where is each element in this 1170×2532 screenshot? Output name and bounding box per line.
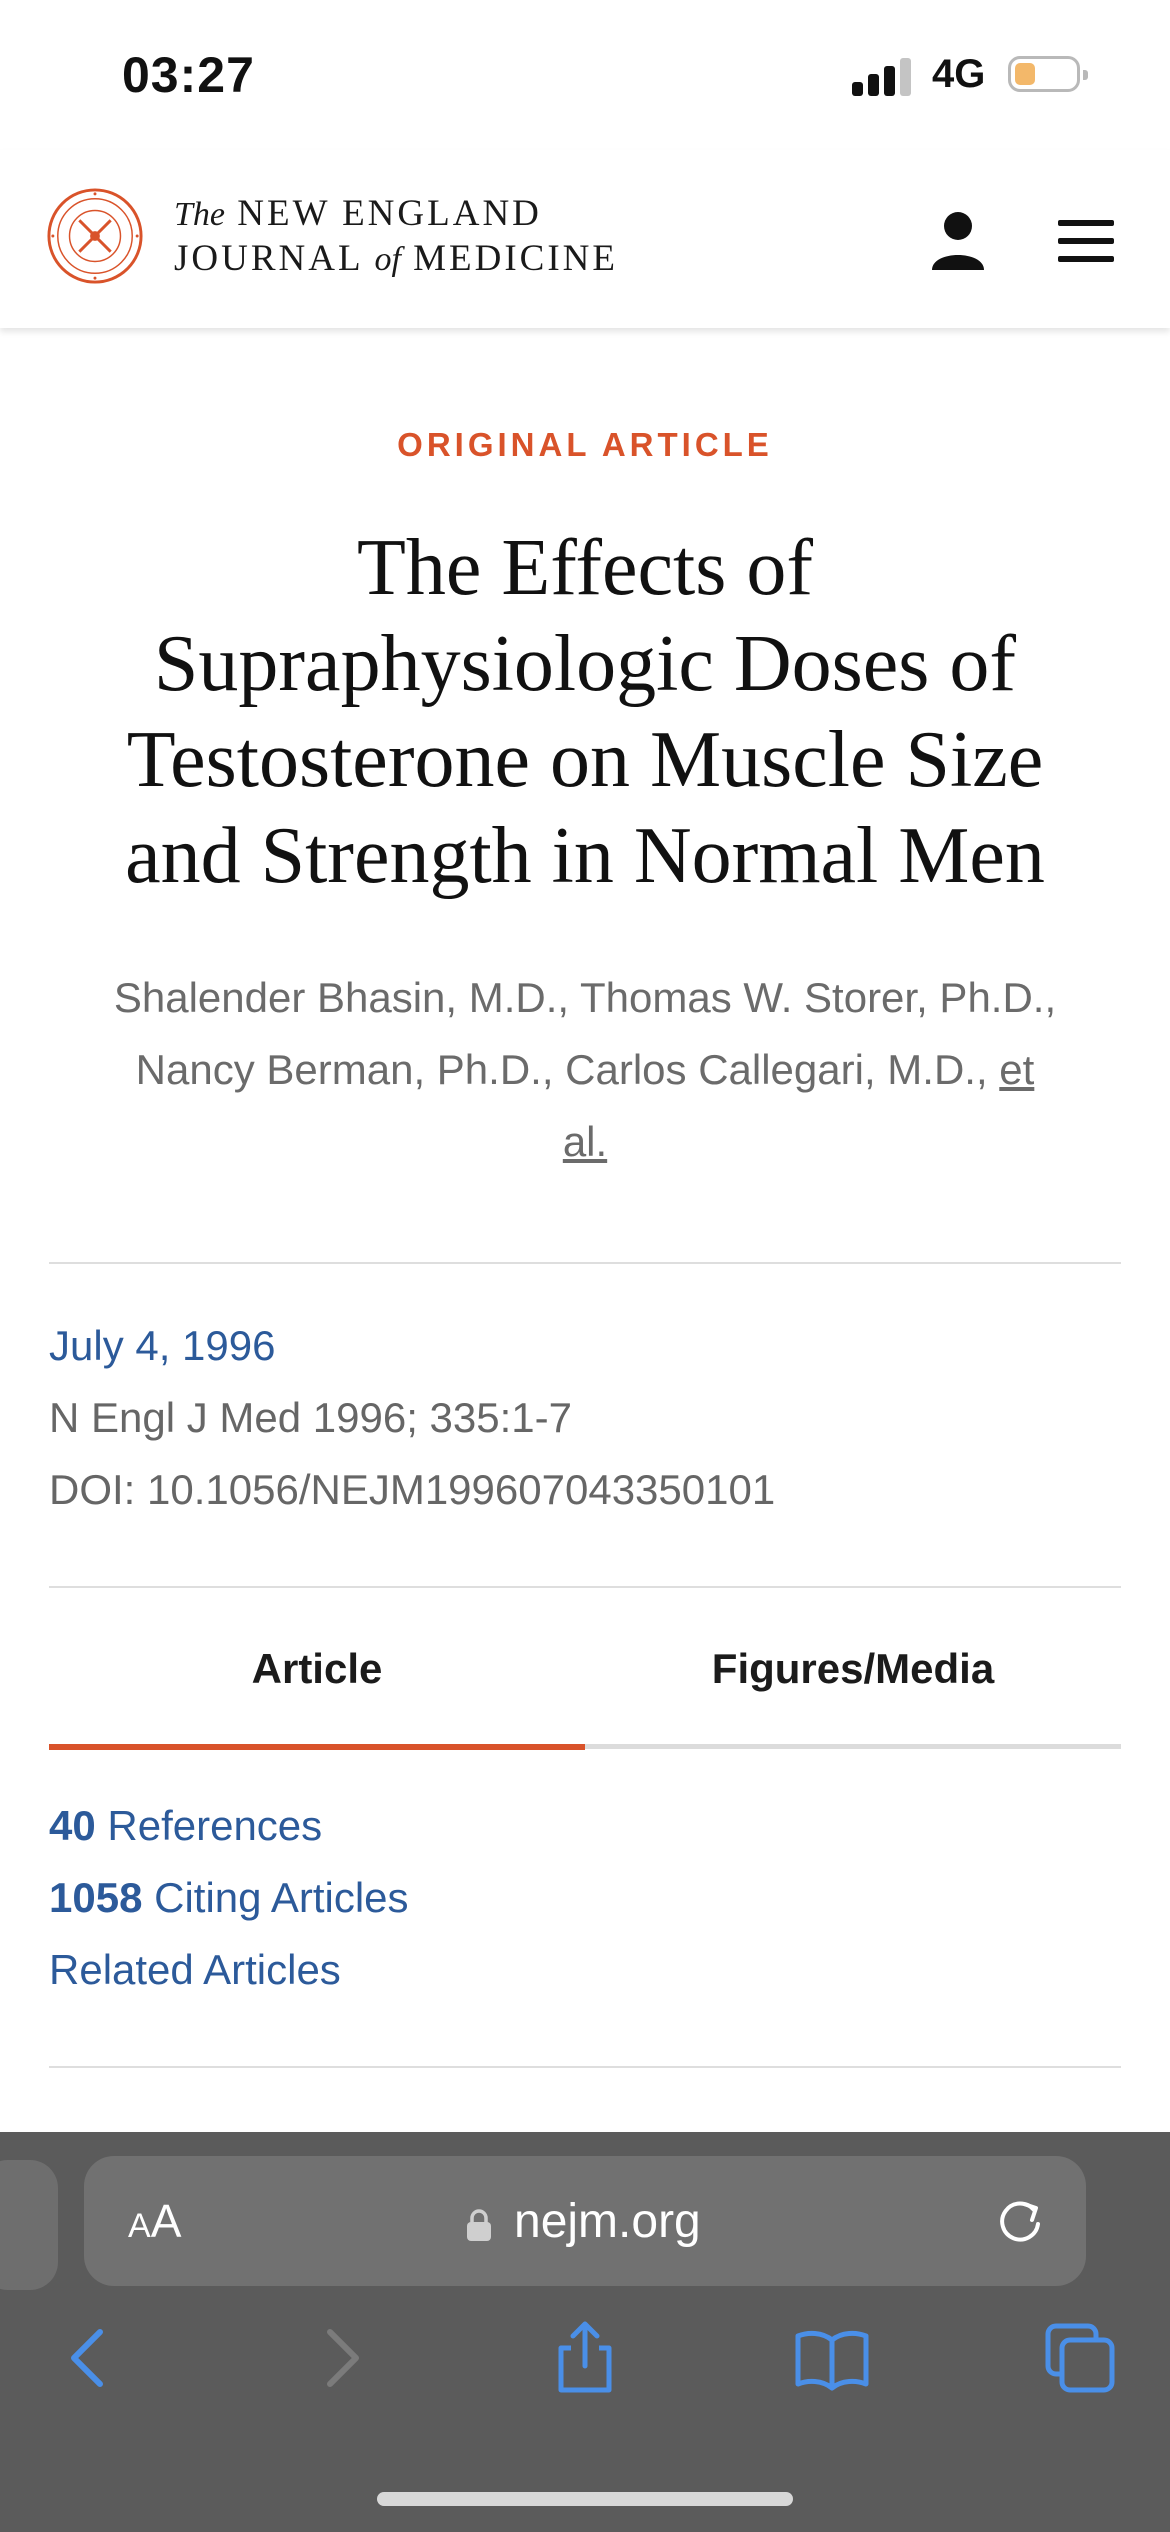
divider: [49, 1586, 1121, 1588]
text-size-large-a: A: [150, 2195, 182, 2247]
tab-article[interactable]: Article: [251, 1645, 383, 1692]
network-type: 4G: [932, 52, 986, 96]
citing-label: Citing Articles: [154, 1874, 409, 1921]
cellular-signal-icon: [852, 58, 914, 96]
doi: DOI: 10.1056/NEJM199607043350101: [49, 1466, 776, 1513]
address-bar[interactable]: AA nejm.org: [84, 2156, 1086, 2286]
journal-name[interactable]: The NEW ENGLAND JOURNAL of MEDICINE: [174, 192, 618, 280]
publication-date[interactable]: July 4, 1996: [49, 1322, 276, 1369]
tab-figures-media[interactable]: Figures/Media: [711, 1645, 995, 1692]
author-list: Shalender Bhasin, M.D., Thomas W. Storer…: [110, 962, 1060, 1178]
status-time: 03:27: [122, 47, 255, 103]
active-tab-indicator: [49, 1744, 585, 1750]
references-label: References: [107, 1802, 323, 1849]
status-bar: 03:27 4G: [0, 0, 1170, 150]
article-type-label: ORIGINAL ARTICLE: [397, 426, 773, 463]
references-count: 40: [49, 1802, 96, 1849]
title-line: The Effects of: [356, 524, 814, 612]
related-articles-link[interactable]: Related Articles: [49, 1946, 341, 1993]
user-icon[interactable]: [930, 210, 986, 272]
tabs-icon[interactable]: [1040, 2318, 1120, 2398]
references-link[interactable]: 40 References: [49, 1790, 409, 1862]
site-header: The NEW ENGLAND JOURNAL of MEDICINE: [0, 150, 1170, 328]
book-icon[interactable]: [792, 2318, 872, 2398]
chevron-left-icon[interactable]: [48, 2318, 128, 2398]
chevron-right-icon[interactable]: [300, 2318, 380, 2398]
battery-icon: [1008, 56, 1088, 92]
citation: N Engl J Med 1996; 335:1-7: [49, 1394, 572, 1441]
tab-divider: [585, 1744, 1121, 1749]
divider: [49, 2066, 1121, 2068]
journal-name-line2-b: MEDICINE: [413, 238, 619, 279]
text-size-button[interactable]: AA: [128, 2194, 181, 2248]
journal-name-prefix: The: [174, 196, 225, 233]
article-tabs: Article Figures/Media: [49, 1614, 1121, 1754]
title-line: and Strength in Normal Men: [125, 812, 1045, 900]
title-line: Supraphysiologic Doses of: [153, 620, 1017, 708]
nejm-seal-logo[interactable]: [46, 187, 144, 285]
citing-count: 1058: [49, 1874, 143, 1921]
article-links: 40 References 1058 Citing Articles Relat…: [49, 1790, 409, 2006]
lock-icon: [467, 2209, 491, 2241]
journal-name-line1: NEW ENGLAND: [237, 193, 542, 234]
text-size-small-a: A: [128, 2207, 151, 2245]
author-names: Shalender Bhasin, M.D., Thomas W. Storer…: [113, 974, 1057, 1093]
article-title: The Effects of Supraphysiologic Doses of…: [70, 520, 1100, 904]
reload-icon[interactable]: [994, 2196, 1046, 2248]
hamburger-menu-icon[interactable]: [1058, 220, 1114, 262]
url-text: nejm.org: [514, 2195, 701, 2248]
share-icon[interactable]: [545, 2318, 625, 2398]
title-line: Testosterone on Muscle Size: [126, 716, 1044, 804]
home-indicator[interactable]: [377, 2492, 793, 2506]
journal-name-line2-a: JOURNAL: [174, 238, 363, 279]
divider: [49, 1262, 1121, 1264]
previous-tab-preview[interactable]: [0, 2160, 58, 2290]
publication-info: July 4, 1996 N Engl J Med 1996; 335:1-7 …: [49, 1310, 775, 1526]
journal-name-of: of: [374, 241, 401, 278]
et-al-link[interactable]: et al.: [562, 1046, 1035, 1165]
citing-articles-link[interactable]: 1058 Citing Articles: [49, 1862, 409, 1934]
